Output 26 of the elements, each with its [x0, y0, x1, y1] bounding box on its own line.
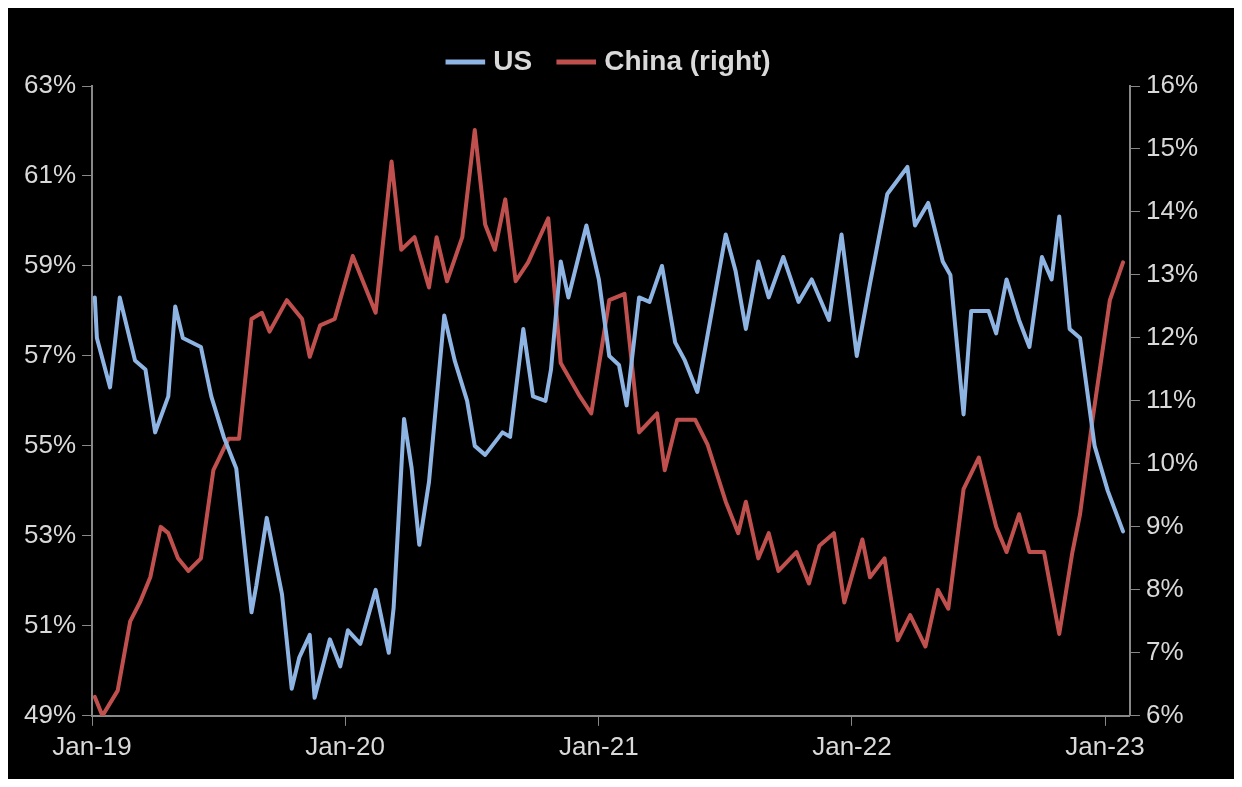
y2-tick-label: 14%	[1145, 195, 1199, 226]
y2-tick-label: 9%	[1145, 510, 1184, 541]
x-tick-label: Jan-23	[1065, 730, 1145, 761]
y-tick-label: 53%	[23, 519, 77, 550]
y-tick-label: 57%	[23, 339, 77, 370]
y2-tick-label: 13%	[1145, 258, 1199, 289]
y2-tick-label: 6%	[1145, 698, 1184, 729]
y2-tick-label: 15%	[1145, 132, 1199, 163]
y-tick-label: 51%	[23, 609, 77, 639]
y-tick-label: 59%	[23, 249, 77, 280]
legend-label: US	[493, 44, 533, 76]
x-tick-label: Jan-22	[812, 730, 892, 761]
x-tick-label: Jan-20	[305, 730, 385, 761]
y2-tick-label: 11%	[1145, 384, 1197, 415]
y-tick-label: 49%	[23, 698, 77, 729]
y2-tick-label: 12%	[1145, 321, 1199, 352]
y-tick-label: 61%	[23, 159, 77, 190]
y-tick-label: 63%	[23, 69, 77, 100]
y-tick-label: 55%	[23, 429, 77, 460]
legend-label: China (right)	[604, 44, 771, 76]
x-tick-label: Jan-21	[559, 730, 639, 761]
y2-tick-label: 10%	[1145, 447, 1199, 478]
y2-tick-label: 16%	[1145, 69, 1199, 100]
y2-tick-label: 7%	[1145, 635, 1184, 666]
x-tick-label: Jan-19	[52, 730, 132, 761]
y2-tick-label: 8%	[1145, 573, 1184, 604]
